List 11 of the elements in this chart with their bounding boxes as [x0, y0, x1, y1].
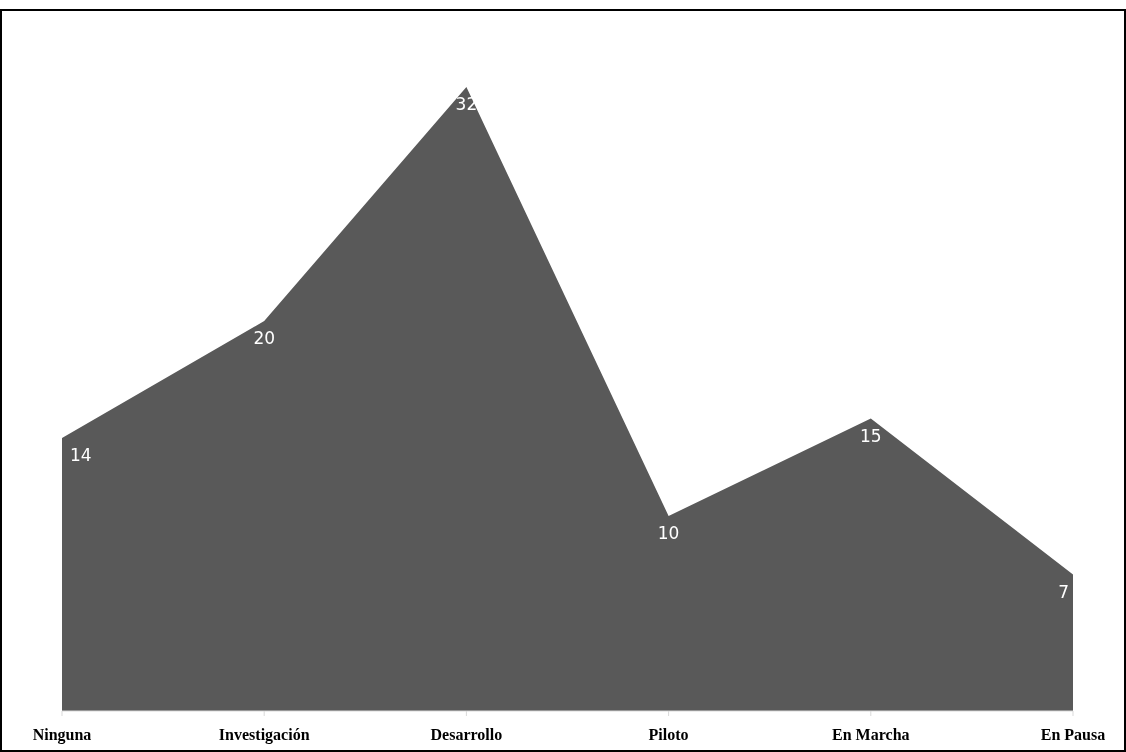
- x-tick-label: En Pausa: [1040, 726, 1106, 743]
- x-tick-label: En Marcha: [832, 726, 910, 743]
- x-tick-label: Piloto: [648, 726, 689, 743]
- data-label: 20: [253, 328, 276, 348]
- x-tick-label: Investigación: [218, 726, 310, 744]
- data-label: 7: [1058, 581, 1069, 602]
- x-tick-label: Desarrollo: [430, 726, 503, 743]
- data-label: 15: [859, 425, 882, 446]
- x-tick-label: Ninguna: [32, 726, 92, 744]
- data-label: 10: [657, 523, 680, 543]
- data-label: 14: [70, 445, 92, 465]
